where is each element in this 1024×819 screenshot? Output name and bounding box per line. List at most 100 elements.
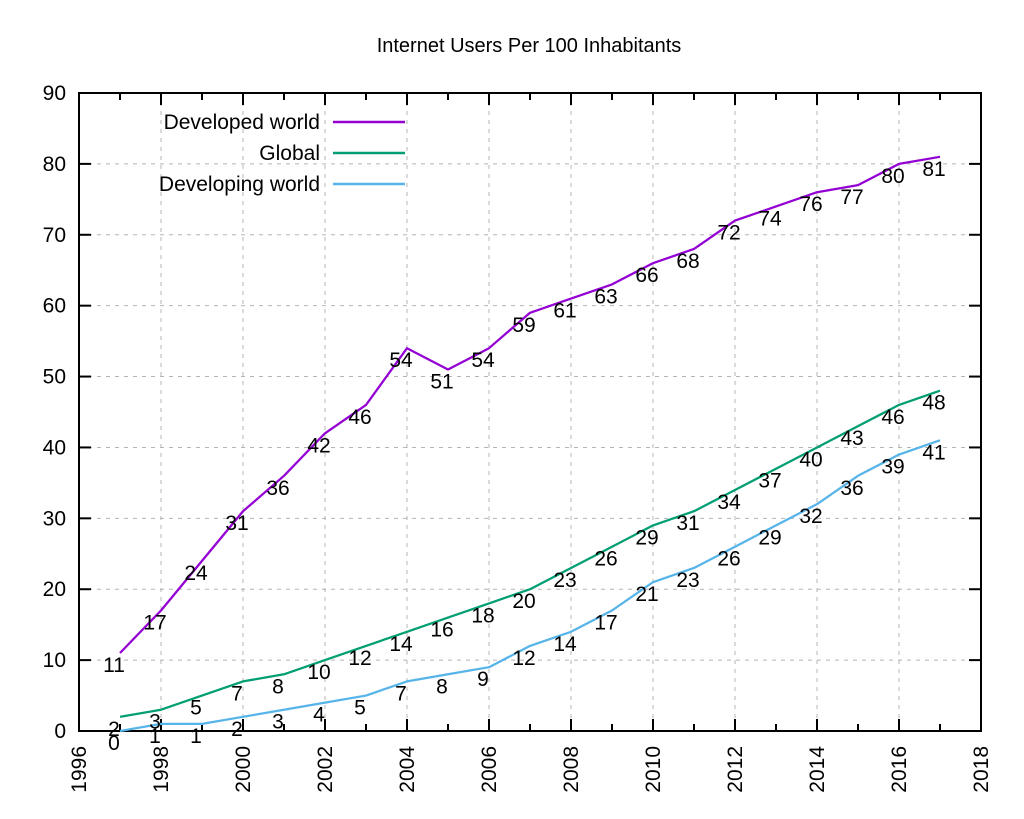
legend-label: Global (259, 142, 320, 165)
legend-label: Developed world (164, 111, 320, 134)
point-label: 23 (553, 569, 576, 592)
point-label: 26 (717, 548, 740, 571)
point-label: 5 (354, 697, 366, 720)
point-label: 80 (881, 165, 904, 188)
point-label: 46 (348, 406, 371, 429)
point-label: 8 (272, 675, 284, 698)
point-label: 16 (430, 619, 453, 642)
y-tick-label: 30 (43, 507, 66, 530)
point-label: 8 (436, 675, 448, 698)
point-label: 77 (840, 186, 863, 209)
series-line-global (119, 389, 941, 718)
gridlines (79, 93, 981, 731)
point-label: 11 (103, 654, 125, 677)
point-label: 12 (348, 647, 371, 670)
point-label: 63 (594, 285, 617, 308)
point-label: 18 (471, 604, 494, 627)
point-label: 54 (389, 349, 413, 372)
point-label: 9 (477, 668, 489, 691)
point-label: 29 (635, 526, 658, 549)
point-label: 0 (108, 732, 120, 755)
x-tick-label: 1998 (150, 746, 173, 793)
point-label: 36 (266, 477, 289, 500)
point-label: 26 (594, 548, 617, 571)
chart-title: Internet Users Per 100 Inhabitants (377, 35, 682, 57)
point-label: 66 (635, 264, 658, 287)
point-label: 3 (272, 711, 284, 734)
point-label: 5 (190, 697, 202, 720)
point-label: 41 (922, 441, 945, 464)
series-line-developed-world (119, 155, 941, 654)
y-tick-labels: 0 10 20 30 40 50 60 70 80 90 (43, 82, 66, 743)
point-label: 74 (758, 207, 782, 230)
point-label: 7 (231, 682, 243, 705)
plot-border-rect (78, 92, 982, 732)
x-tick-label: 1996 (68, 746, 91, 793)
point-label: 1 (190, 725, 202, 748)
point-label: 59 (512, 314, 535, 337)
point-label: 1 (149, 725, 161, 748)
point-label: 54 (471, 349, 495, 372)
point-label: 20 (512, 590, 535, 613)
point-label: 21 (635, 583, 658, 606)
x-tick-label: 2008 (560, 746, 583, 793)
y-tick-label: 80 (43, 153, 66, 176)
series-line-developing-world (119, 439, 941, 733)
y-tick-label: 60 (43, 295, 66, 318)
point-label: 24 (184, 562, 208, 585)
point-label: 32 (799, 505, 822, 528)
point-label: 3 (149, 711, 161, 734)
point-label: 17 (143, 611, 166, 634)
y-tick-label: 90 (43, 82, 66, 105)
point-label: 34 (717, 491, 741, 514)
point-label: 72 (717, 222, 740, 245)
point-label: 14 (389, 633, 413, 656)
x-tick-label: 2000 (232, 746, 255, 793)
point-label: 2 (231, 718, 243, 741)
x-tick-label: 2018 (970, 746, 993, 793)
point-label: 10 (307, 661, 330, 684)
x-tick-label: 2012 (724, 746, 747, 793)
point-label: 61 (553, 300, 576, 323)
point-label: 81 (922, 158, 945, 181)
x-tick-label: 2016 (888, 746, 911, 793)
y-tick-label: 20 (43, 578, 66, 601)
y-tick-label: 50 (43, 366, 66, 389)
legend: Developed world Global Developing world (159, 111, 405, 196)
point-label: 76 (799, 193, 822, 216)
x-tick-label: 2002 (314, 746, 337, 793)
series-lines (119, 155, 941, 733)
point-label: 12 (512, 647, 535, 670)
point-label: 31 (225, 512, 248, 535)
x-tick-label: 2006 (478, 746, 501, 793)
point-label: 29 (758, 526, 781, 549)
point-label: 68 (676, 250, 699, 273)
point-label: 2 (108, 718, 120, 741)
point-label: 48 (922, 392, 945, 415)
point-label: 43 (840, 427, 863, 450)
x-tick-labels: 1996 1998 2000 2002 2004 2006 2008 2010 2012 2014… (68, 746, 993, 793)
x-tick-label: 2014 (806, 746, 829, 793)
point-label: 51 (430, 370, 453, 393)
point-label: 7 (395, 682, 407, 705)
point-label: 42 (307, 434, 330, 457)
y-tick-label: 10 (43, 649, 66, 672)
point-label: 46 (881, 406, 904, 429)
x-tick-label: 2004 (396, 746, 419, 793)
plot-border (78, 92, 982, 732)
point-label: 4 (313, 704, 325, 727)
point-label: 39 (881, 456, 904, 479)
point-label: 23 (676, 569, 699, 592)
point-label: 37 (758, 470, 781, 493)
y-tick-label: 0 (54, 720, 66, 743)
point-label: 31 (676, 512, 699, 535)
point-label: 36 (840, 477, 863, 500)
legend-label: Developing world (159, 173, 320, 196)
x-tick-label: 2010 (642, 746, 665, 793)
point-label: 40 (799, 448, 822, 471)
y-tick-label: 70 (43, 224, 66, 247)
y-tick-label: 40 (43, 436, 66, 459)
